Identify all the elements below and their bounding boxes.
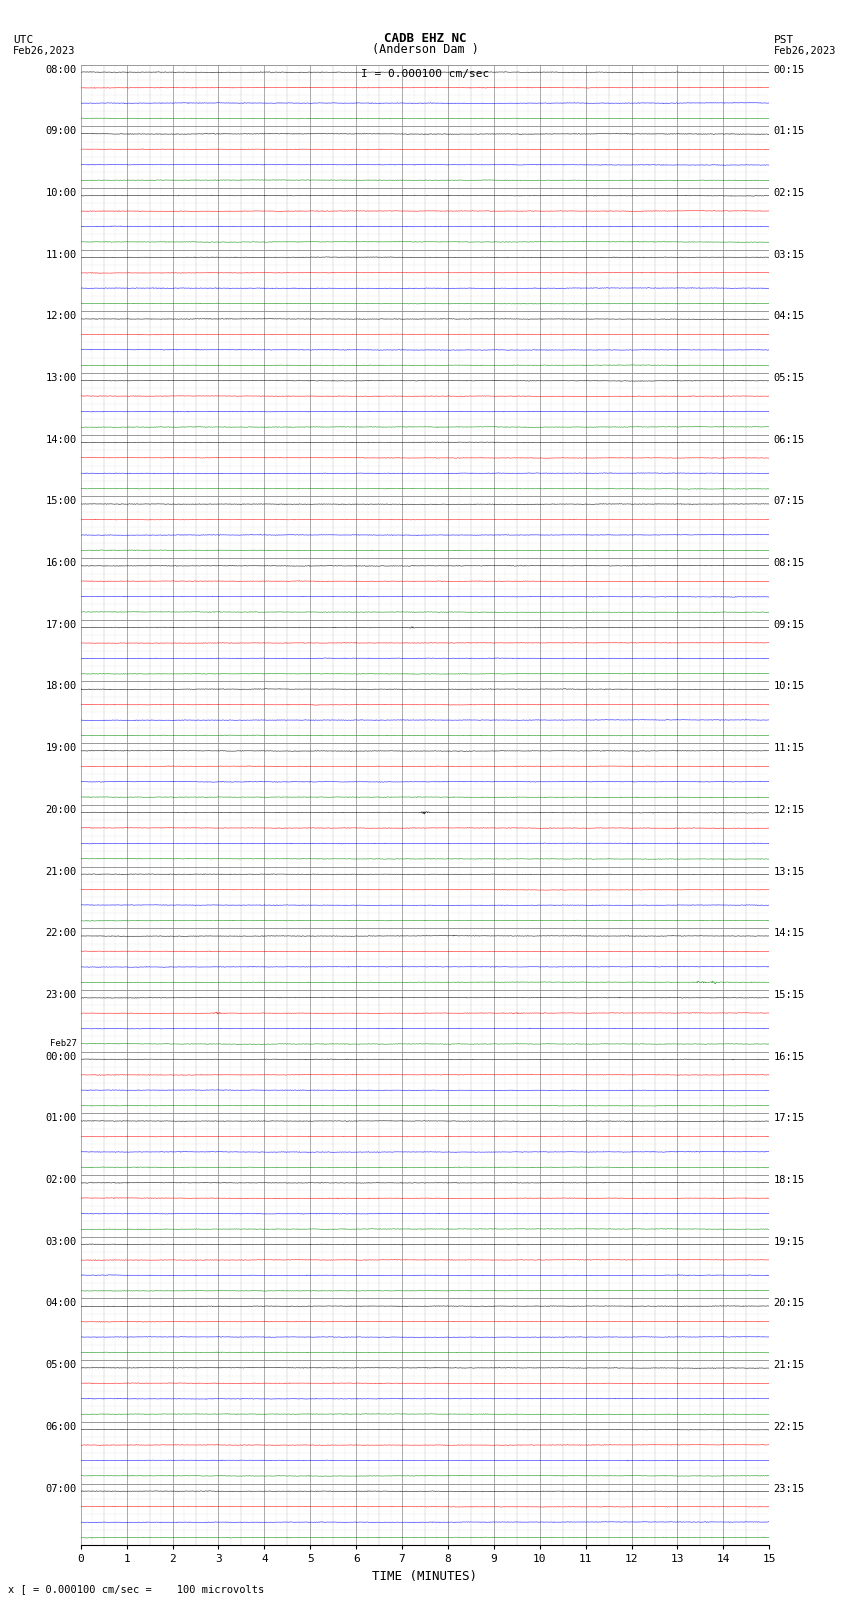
Text: UTC: UTC: [13, 35, 33, 45]
Text: 01:15: 01:15: [774, 126, 805, 135]
Text: 10:15: 10:15: [774, 682, 805, 692]
Text: 23:15: 23:15: [774, 1484, 805, 1494]
Text: 05:15: 05:15: [774, 373, 805, 382]
Text: 11:00: 11:00: [45, 250, 76, 260]
Text: 14:00: 14:00: [45, 436, 76, 445]
Text: 15:00: 15:00: [45, 497, 76, 506]
Text: x [ = 0.000100 cm/sec =    100 microvolts: x [ = 0.000100 cm/sec = 100 microvolts: [8, 1584, 264, 1594]
Text: 05:00: 05:00: [45, 1360, 76, 1369]
Text: 19:00: 19:00: [45, 744, 76, 753]
Text: 04:00: 04:00: [45, 1298, 76, 1308]
Text: 00:00: 00:00: [45, 1052, 76, 1061]
Text: 22:00: 22:00: [45, 929, 76, 939]
Text: PST: PST: [774, 35, 794, 45]
Text: 13:15: 13:15: [774, 866, 805, 876]
Text: 06:00: 06:00: [45, 1423, 76, 1432]
Text: 03:15: 03:15: [774, 250, 805, 260]
Text: 21:15: 21:15: [774, 1360, 805, 1369]
Text: 06:15: 06:15: [774, 436, 805, 445]
Text: Feb26,2023: Feb26,2023: [13, 47, 76, 56]
Text: 12:00: 12:00: [45, 311, 76, 321]
Text: 23:00: 23:00: [45, 990, 76, 1000]
Text: 00:15: 00:15: [774, 65, 805, 74]
Text: 09:15: 09:15: [774, 619, 805, 629]
Text: 08:15: 08:15: [774, 558, 805, 568]
Text: 19:15: 19:15: [774, 1237, 805, 1247]
Text: 15:15: 15:15: [774, 990, 805, 1000]
Text: 17:15: 17:15: [774, 1113, 805, 1123]
Text: 02:00: 02:00: [45, 1174, 76, 1186]
Text: 16:15: 16:15: [774, 1052, 805, 1061]
Text: 03:00: 03:00: [45, 1237, 76, 1247]
Text: Feb27: Feb27: [49, 1039, 76, 1048]
Text: (Anderson Dam ): (Anderson Dam ): [371, 44, 479, 56]
Text: 07:15: 07:15: [774, 497, 805, 506]
Text: 08:00: 08:00: [45, 65, 76, 74]
Text: 09:00: 09:00: [45, 126, 76, 135]
Text: 12:15: 12:15: [774, 805, 805, 815]
Text: 01:00: 01:00: [45, 1113, 76, 1123]
Text: 18:15: 18:15: [774, 1174, 805, 1186]
Text: I = 0.000100 cm/sec: I = 0.000100 cm/sec: [361, 69, 489, 79]
Text: 20:00: 20:00: [45, 805, 76, 815]
Text: 04:15: 04:15: [774, 311, 805, 321]
Text: 17:00: 17:00: [45, 619, 76, 629]
Text: 14:15: 14:15: [774, 929, 805, 939]
X-axis label: TIME (MINUTES): TIME (MINUTES): [372, 1569, 478, 1582]
Text: Feb26,2023: Feb26,2023: [774, 47, 836, 56]
Text: 13:00: 13:00: [45, 373, 76, 382]
Text: 10:00: 10:00: [45, 189, 76, 198]
Text: CADB EHZ NC: CADB EHZ NC: [383, 32, 467, 45]
Text: 18:00: 18:00: [45, 682, 76, 692]
Text: 22:15: 22:15: [774, 1423, 805, 1432]
Text: 02:15: 02:15: [774, 189, 805, 198]
Text: 07:00: 07:00: [45, 1484, 76, 1494]
Text: 16:00: 16:00: [45, 558, 76, 568]
Text: 20:15: 20:15: [774, 1298, 805, 1308]
Text: 21:00: 21:00: [45, 866, 76, 876]
Text: 11:15: 11:15: [774, 744, 805, 753]
